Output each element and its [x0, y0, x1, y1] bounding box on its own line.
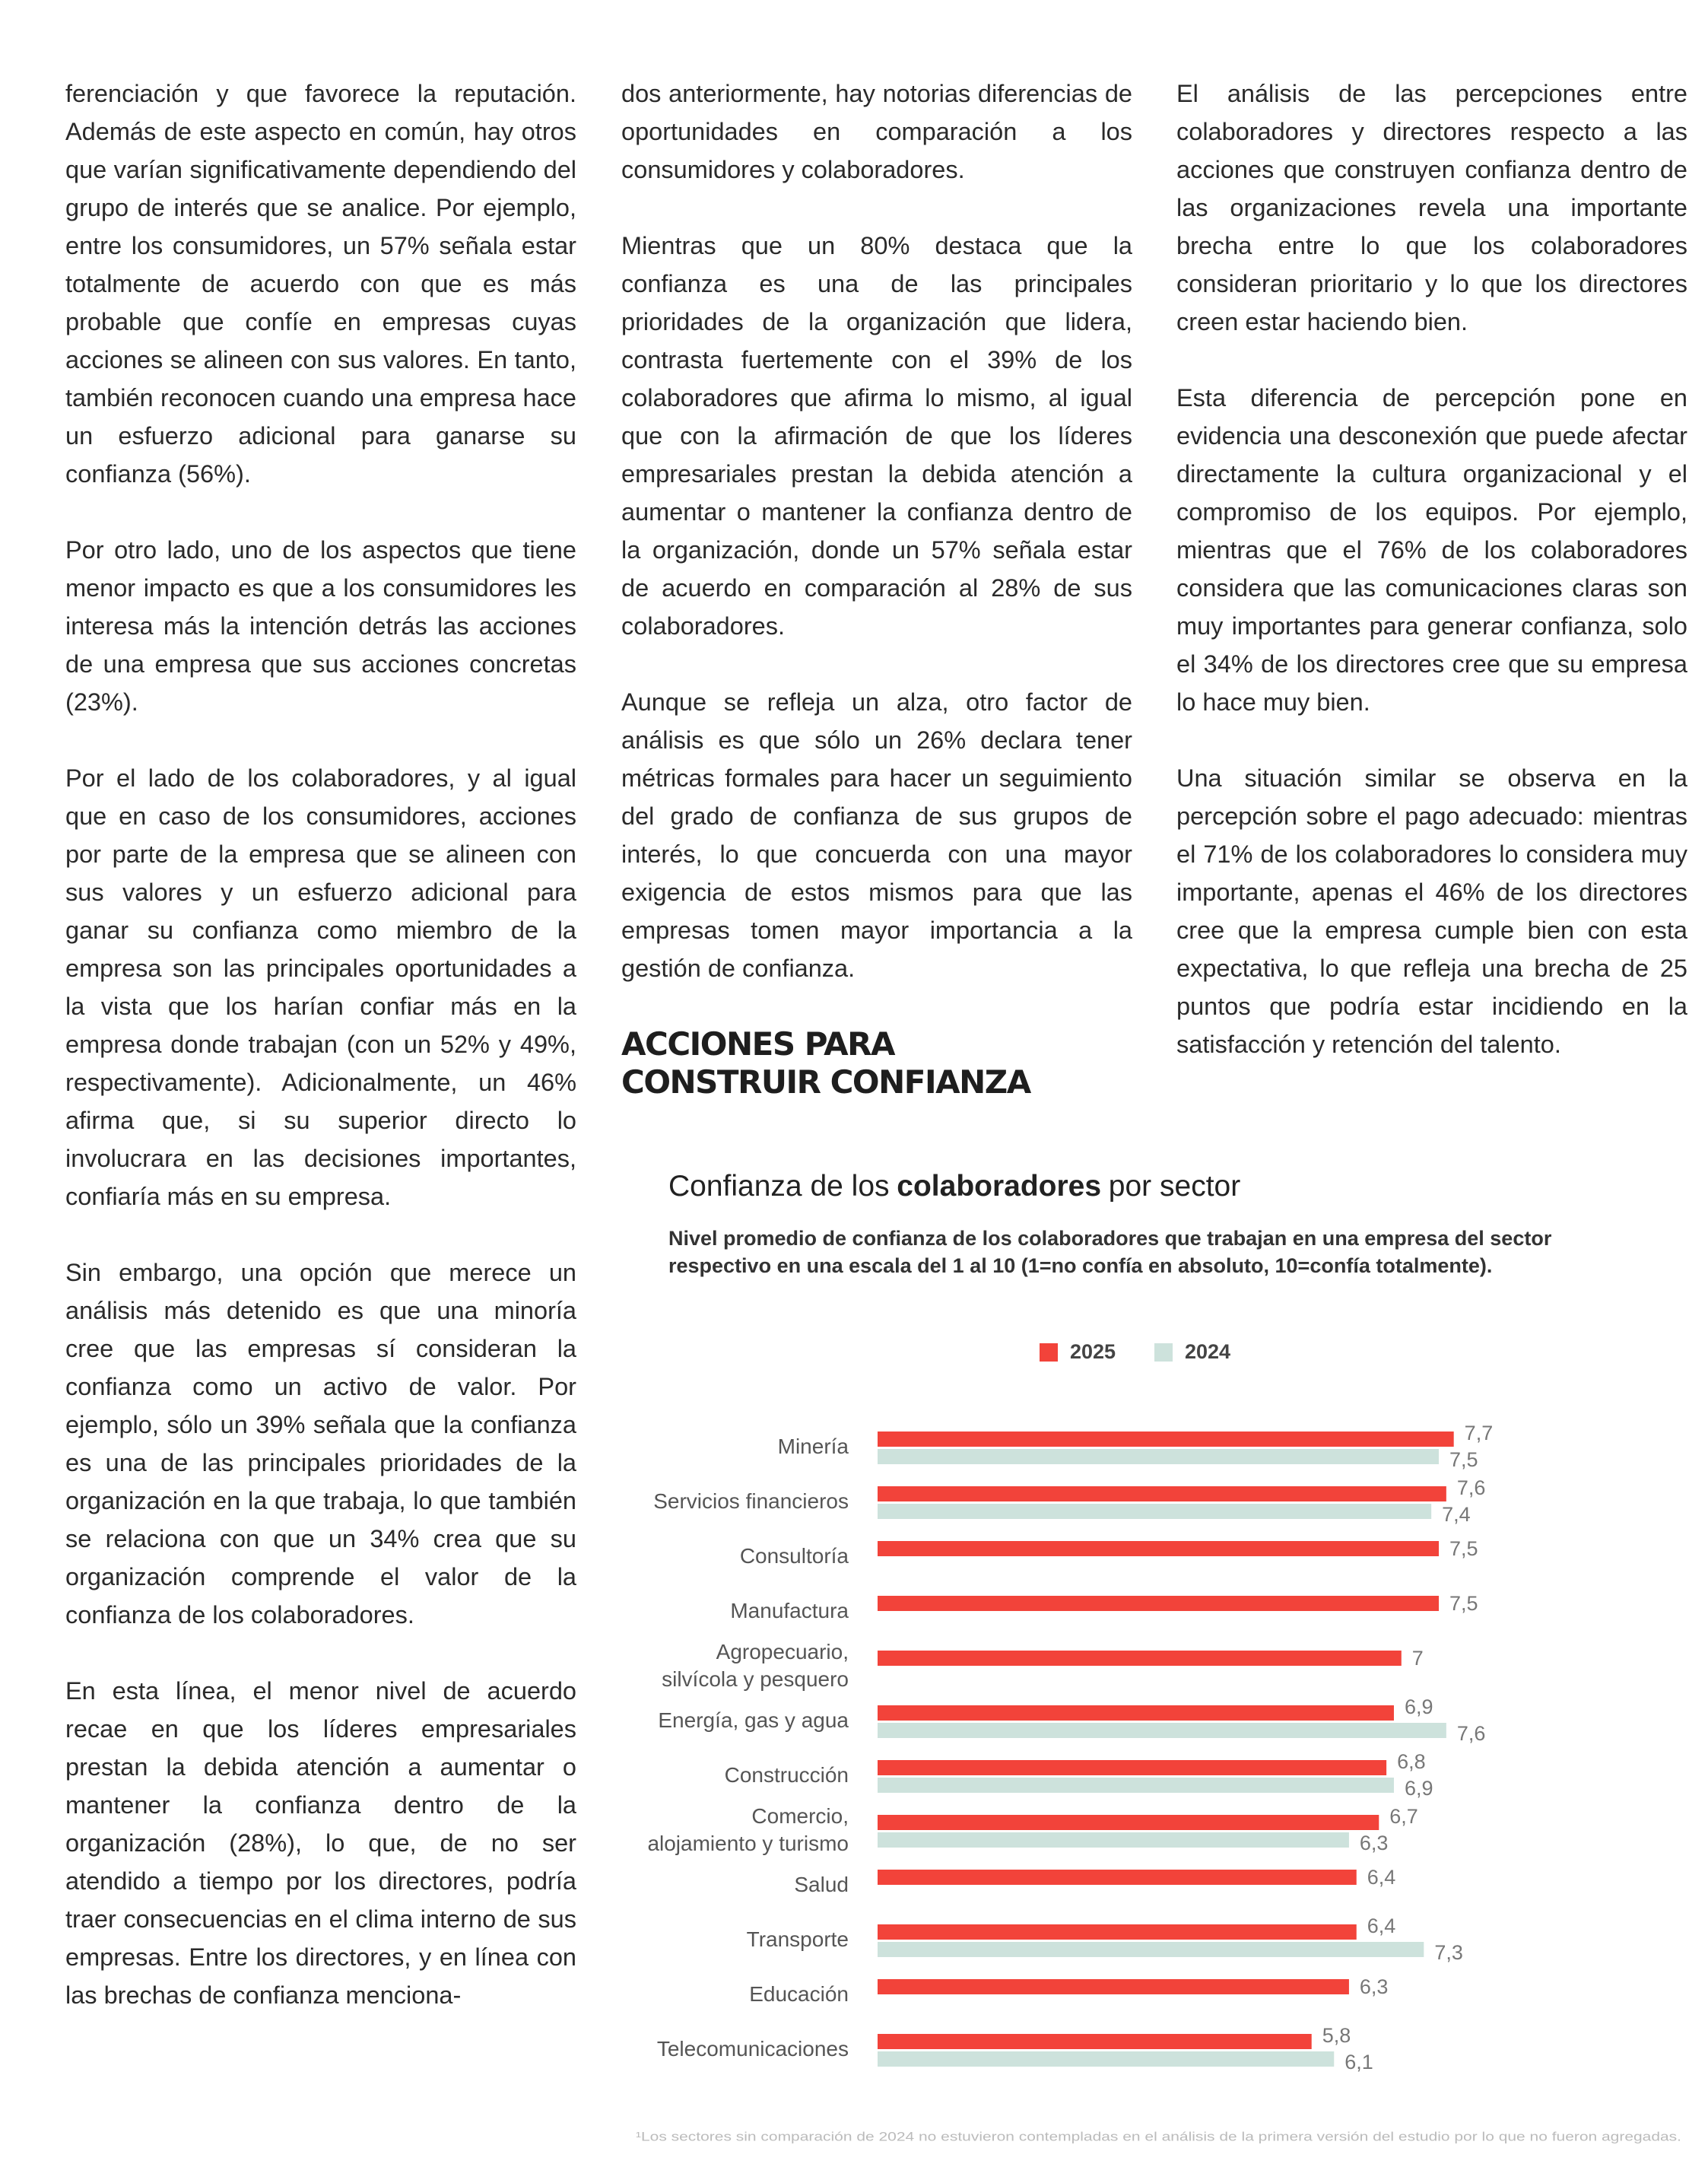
legend-label: 2025 — [1070, 1340, 1116, 1363]
bar — [878, 1705, 1394, 1721]
title-part: colaboradores — [897, 1170, 1102, 1203]
bar — [878, 1942, 1424, 1957]
bar — [878, 1760, 1387, 1775]
chart-title: Confianza de los colaboradores por sector — [668, 1170, 1240, 1203]
category-label: Servicios financieros — [653, 1489, 849, 1513]
value-label: 7,5 — [1449, 1592, 1478, 1615]
category-label: Construcción — [725, 1763, 849, 1787]
bar — [878, 2051, 1335, 2067]
category-label: Salud — [794, 1873, 849, 1896]
value-label: 7,6 — [1457, 1476, 1486, 1499]
paragraph: Mientras que un 80% destaca que la confi… — [621, 232, 1132, 640]
value-label: 6,8 — [1397, 1750, 1426, 1773]
paragraph: El análisis de las percepciones entre co… — [1176, 80, 1687, 335]
value-label: 7,4 — [1442, 1503, 1471, 1526]
bar — [878, 1870, 1357, 1885]
heading-line: ACCIONES PARA — [621, 1025, 895, 1063]
category-label: Consultoría — [740, 1544, 849, 1568]
bar — [878, 1596, 1439, 1611]
bar — [878, 1979, 1349, 1994]
paragraph: Por el lado de los colaboradores, y al i… — [65, 764, 576, 1210]
title-part: por sector — [1108, 1170, 1241, 1203]
heading-line: CONSTRUIR CONFIANZA — [621, 1063, 1031, 1101]
paragraph: Una situación similar se observa en la p… — [1176, 764, 1687, 1058]
legend-label: 2024 — [1185, 1340, 1230, 1363]
value-label: 6,3 — [1360, 1975, 1389, 1998]
bar — [878, 1541, 1439, 1556]
value-label: 7,7 — [1465, 1422, 1494, 1444]
value-label: 7,6 — [1457, 1722, 1486, 1745]
paragraph: Sin embargo, una opción que merece un an… — [65, 1259, 576, 1629]
bar — [878, 1504, 1432, 1519]
title-part: Confianza de los — [668, 1170, 890, 1203]
category-label: Manufactura — [730, 1599, 849, 1622]
legend-swatch — [1154, 1343, 1173, 1362]
bar — [878, 1651, 1402, 1666]
value-label: 7,3 — [1434, 1941, 1463, 1964]
value-label: 6,3 — [1360, 1832, 1389, 1854]
bar — [878, 1449, 1439, 1464]
paragraph: ferenciación y que favorece la reputació… — [65, 80, 576, 488]
text-column: dos anteriormente, hay notorias diferenc… — [621, 75, 1132, 1101]
bar — [878, 1815, 1379, 1830]
footnote: ¹Los sectores sin comparación de 2024 no… — [636, 2130, 1681, 2143]
category-label: Minería — [778, 1435, 849, 1458]
chart-subtitle: Nivel promedio de confianza de los colab… — [668, 1227, 1552, 1277]
category-label: Agropecuario, silvícola y pesquero — [662, 1640, 849, 1691]
text-column: ferenciación y que favorece la reputació… — [65, 75, 576, 2052]
paragraph: Esta diferencia de percepción pone en ev… — [1176, 384, 1687, 716]
value-label: 6,4 — [1367, 1866, 1396, 1889]
paragraph: Por otro lado, uno de los aspectos que t… — [65, 536, 576, 716]
value-label: 6,9 — [1405, 1777, 1433, 1800]
bar — [878, 1432, 1454, 1447]
value-label: 7,5 — [1449, 1448, 1478, 1471]
value-label: 7,5 — [1449, 1537, 1478, 1560]
bar — [878, 1778, 1394, 1793]
category-label: Transporte — [747, 1927, 849, 1951]
value-label: 6,4 — [1367, 1914, 1396, 1937]
value-label: 7 — [1412, 1647, 1424, 1670]
paragraph: En esta línea, el menor nivel de acuerdo… — [65, 1677, 576, 2009]
paragraph: Aunque se refleja un alza, otro factor d… — [621, 688, 1132, 982]
section-heading: ACCIONES PARA CONSTRUIR CONFIANZA — [621, 1025, 1132, 1101]
bar — [878, 1723, 1446, 1738]
text-column: El análisis de las percepciones entre co… — [1176, 75, 1687, 1101]
bar — [878, 2034, 1312, 2049]
category-label: Comercio, alojamiento y turismo — [647, 1804, 849, 1855]
value-label: 6,9 — [1405, 1695, 1433, 1718]
value-label: 5,8 — [1322, 2024, 1351, 2047]
category-label: Energía, gas y agua — [658, 1708, 849, 1732]
category-label: Educación — [749, 1982, 849, 2006]
bar — [878, 1832, 1349, 1848]
value-label: 6,1 — [1344, 2051, 1373, 2073]
bar — [878, 1486, 1446, 1501]
bar — [878, 1924, 1357, 1940]
paragraph: dos anteriormente, hay notorias diferenc… — [621, 80, 1132, 183]
value-label: 6,7 — [1389, 1805, 1418, 1828]
category-label: Telecomunicaciones — [657, 2037, 849, 2061]
legend-swatch — [1040, 1343, 1058, 1362]
